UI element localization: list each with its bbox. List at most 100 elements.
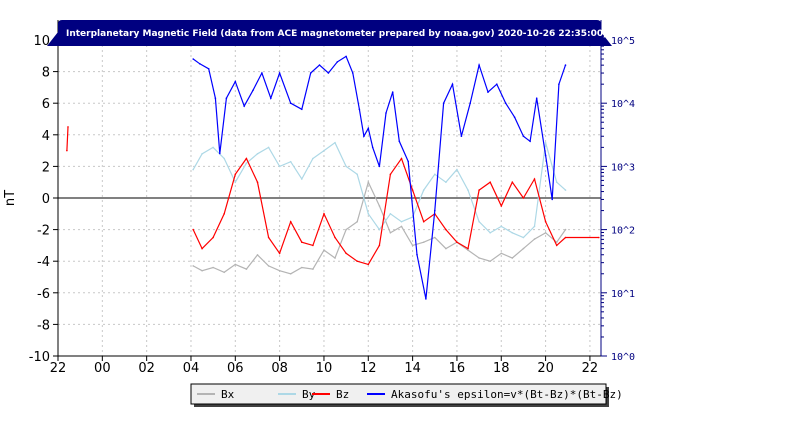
data-point-bx <box>489 260 492 263</box>
data-point-bz <box>234 173 237 176</box>
legend: Bx By Bz Akasofu's epsilon=v*(Bt-Bz)*(Bt-Bz… <box>190 383 623 407</box>
data-point-bx <box>334 257 336 259</box>
grid <box>58 20 601 356</box>
data-point-bz <box>544 220 547 223</box>
data-point-bz <box>456 241 458 243</box>
data-point-epsilon <box>207 68 210 70</box>
data-point-bx <box>411 244 414 247</box>
data-point-bx <box>511 257 514 259</box>
data-point-epsilon <box>252 89 254 92</box>
y-tick-label: -6 <box>37 287 50 302</box>
data-point-bz <box>367 263 370 266</box>
right-tick-label: 10^5 <box>611 36 635 47</box>
data-point-epsilon <box>391 91 394 93</box>
y-ticks: 10 8 6 4 2 0 -2 -4 -6 -8 -10 <box>29 34 58 365</box>
data-point-epsilon <box>434 209 436 212</box>
data-point-bx <box>312 268 314 270</box>
data-point-bx <box>555 241 558 243</box>
data-point-by <box>356 173 359 176</box>
x-tick-label: 10 <box>316 361 333 376</box>
legend-label-by: By <box>302 388 316 401</box>
data-point-bz <box>267 236 270 239</box>
data-point-bz <box>66 149 68 152</box>
data-point-bx <box>478 257 480 259</box>
data-point-epsilon <box>564 64 567 66</box>
data-point-by <box>489 232 492 234</box>
data-point-bz <box>467 247 469 250</box>
data-point-epsilon <box>407 160 410 163</box>
data-point-bz <box>301 241 303 243</box>
x-tick-label: 08 <box>271 361 288 376</box>
data-point-epsilon <box>544 154 547 157</box>
data-point-bx <box>434 236 436 239</box>
data-point-by <box>267 146 270 149</box>
data-point-epsilon <box>289 102 292 104</box>
data-point-bx <box>345 228 347 231</box>
data-point-by <box>434 173 436 176</box>
data-point-bx <box>389 232 392 234</box>
x-tick-label: 16 <box>449 361 466 376</box>
data-point-epsilon <box>219 152 221 155</box>
data-point-epsilon <box>398 140 401 143</box>
data-point-bz <box>445 228 447 231</box>
data-point-by <box>345 165 347 168</box>
data-point-bx <box>522 247 525 250</box>
data-point-epsilon <box>551 198 553 201</box>
data-point-by <box>564 189 567 191</box>
data-point-by <box>334 141 336 144</box>
data-point-epsilon <box>478 64 480 66</box>
data-point-epsilon <box>460 135 463 137</box>
data-point-bz <box>500 205 503 207</box>
plot-area <box>58 20 601 356</box>
data-point-bz <box>533 178 536 180</box>
y-tick-label: 2 <box>42 160 50 175</box>
data-point-bx <box>422 241 425 243</box>
data-point-epsilon <box>469 102 472 104</box>
data-point-bz <box>411 189 414 191</box>
data-point-bz <box>201 247 203 250</box>
data-point-bx <box>234 263 237 266</box>
data-point-epsilon <box>336 61 339 63</box>
x-tick-label: 18 <box>493 361 510 376</box>
data-point-epsilon <box>270 97 272 99</box>
right-tick-label: 10^1 <box>611 289 635 300</box>
data-point-epsilon <box>327 72 330 74</box>
data-point-bx <box>301 266 303 269</box>
data-point-bz <box>400 157 403 160</box>
data-point-by <box>212 146 214 149</box>
x-tick-label: 00 <box>94 361 111 376</box>
x-ticks: 22 00 02 04 06 08 10 12 14 16 18 20 22 <box>50 356 598 376</box>
data-point-by <box>367 213 370 215</box>
data-point-epsilon <box>487 91 489 93</box>
data-point-bz <box>334 236 336 239</box>
x-tick-label: 20 <box>537 361 554 376</box>
y-tick-label: -10 <box>29 350 50 365</box>
data-point-bx <box>533 238 536 240</box>
title-bar <box>47 20 612 46</box>
data-point-bz <box>598 236 600 239</box>
data-point-epsilon <box>367 127 370 130</box>
y-tick-label: -2 <box>37 224 50 239</box>
data-point-by <box>245 162 248 164</box>
data-point-bx <box>323 249 325 251</box>
data-point-epsilon <box>513 116 516 118</box>
data-point-epsilon <box>261 72 263 74</box>
data-point-epsilon <box>234 80 237 83</box>
data-point-bz <box>564 236 567 239</box>
data-point-bz <box>212 236 214 239</box>
data-point-bx <box>564 228 567 231</box>
data-point-bx <box>223 271 225 274</box>
x-tick-label: 22 <box>582 361 599 376</box>
data-point-bz <box>256 181 259 183</box>
data-point-epsilon <box>371 146 374 149</box>
data-point-bx <box>289 273 292 275</box>
data-point-bx <box>445 247 447 250</box>
data-point-bz <box>555 244 558 247</box>
x-tick-label: 02 <box>138 361 155 376</box>
y-tick-label: 6 <box>42 97 50 112</box>
data-point-bz <box>389 173 392 176</box>
legend-label-bx: Bx <box>221 388 235 401</box>
data-point-epsilon <box>522 135 525 137</box>
data-point-bz <box>323 213 325 215</box>
data-point-bz <box>245 157 248 160</box>
